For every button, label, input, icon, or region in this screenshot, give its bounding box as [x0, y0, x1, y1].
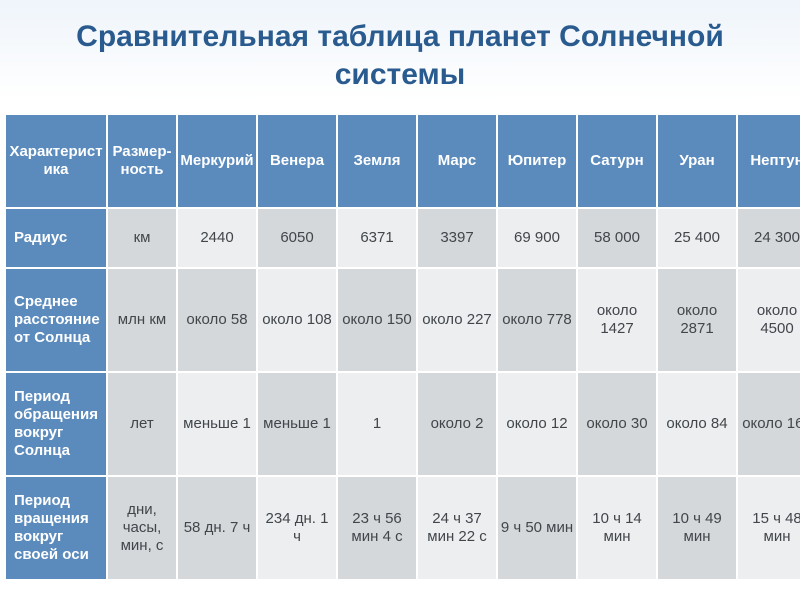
- value-cell: около 4500: [738, 269, 800, 371]
- row-header: Среднее расстояние от Солнца: [6, 269, 106, 371]
- value-cell: около 778: [498, 269, 576, 371]
- value-cell: 69 900: [498, 209, 576, 267]
- page-title: Сравнительная таблица планет Солнечной с…: [0, 0, 800, 113]
- value-cell: 58 дн. 7 ч: [178, 477, 256, 579]
- value-cell: около 2871: [658, 269, 736, 371]
- table-body: Радиускм244060506371339769 90058 00025 4…: [6, 209, 800, 579]
- value-cell: меньше 1: [178, 373, 256, 475]
- value-cell: 25 400: [658, 209, 736, 267]
- value-cell: около 150: [338, 269, 416, 371]
- value-cell: меньше 1: [258, 373, 336, 475]
- table-row: Радиускм244060506371339769 90058 00025 4…: [6, 209, 800, 267]
- value-cell: 6371: [338, 209, 416, 267]
- value-cell: 10 ч 14 мин: [578, 477, 656, 579]
- table-row: Среднее расстояние от Солнцамлн кмоколо …: [6, 269, 800, 371]
- value-cell: 15 ч 48 мин: [738, 477, 800, 579]
- table-header-row: Характеристика Размер-ность Меркурий Вен…: [6, 115, 800, 207]
- value-cell: около 84: [658, 373, 736, 475]
- col-header: Сатурн: [578, 115, 656, 207]
- col-header: Характеристика: [6, 115, 106, 207]
- table-row: Период вращения вокруг своей осидни, час…: [6, 477, 800, 579]
- value-cell: 6050: [258, 209, 336, 267]
- value-cell: около 227: [418, 269, 496, 371]
- value-cell: 234 дн. 1 ч: [258, 477, 336, 579]
- value-cell: 24 ч 37 мин 22 с: [418, 477, 496, 579]
- unit-cell: млн км: [108, 269, 176, 371]
- value-cell: около 2: [418, 373, 496, 475]
- table-row: Период обращения вокруг Солнцалетменьше …: [6, 373, 800, 475]
- row-header: Период вращения вокруг своей оси: [6, 477, 106, 579]
- table-container: Характеристика Размер-ность Меркурий Вен…: [0, 113, 800, 581]
- unit-cell: км: [108, 209, 176, 267]
- value-cell: 23 ч 56 мин 4 с: [338, 477, 416, 579]
- value-cell: 9 ч 50 мин: [498, 477, 576, 579]
- value-cell: 3397: [418, 209, 496, 267]
- value-cell: около 108: [258, 269, 336, 371]
- col-header: Юпитер: [498, 115, 576, 207]
- col-header: Уран: [658, 115, 736, 207]
- col-header: Венера: [258, 115, 336, 207]
- value-cell: около 58: [178, 269, 256, 371]
- planets-table: Характеристика Размер-ность Меркурий Вен…: [4, 113, 800, 581]
- unit-cell: лет: [108, 373, 176, 475]
- col-header: Меркурий: [178, 115, 256, 207]
- value-cell: 2440: [178, 209, 256, 267]
- value-cell: 58 000: [578, 209, 656, 267]
- col-header: Марс: [418, 115, 496, 207]
- col-header: Нептун: [738, 115, 800, 207]
- row-header: Период обращения вокруг Солнца: [6, 373, 106, 475]
- col-header: Земля: [338, 115, 416, 207]
- value-cell: около 12: [498, 373, 576, 475]
- value-cell: 10 ч 49 мин: [658, 477, 736, 579]
- value-cell: около 1427: [578, 269, 656, 371]
- value-cell: 24 300: [738, 209, 800, 267]
- row-header: Радиус: [6, 209, 106, 267]
- value-cell: около 30: [578, 373, 656, 475]
- unit-cell: дни, часы, мин, с: [108, 477, 176, 579]
- value-cell: 1: [338, 373, 416, 475]
- col-header: Размер-ность: [108, 115, 176, 207]
- value-cell: около 165: [738, 373, 800, 475]
